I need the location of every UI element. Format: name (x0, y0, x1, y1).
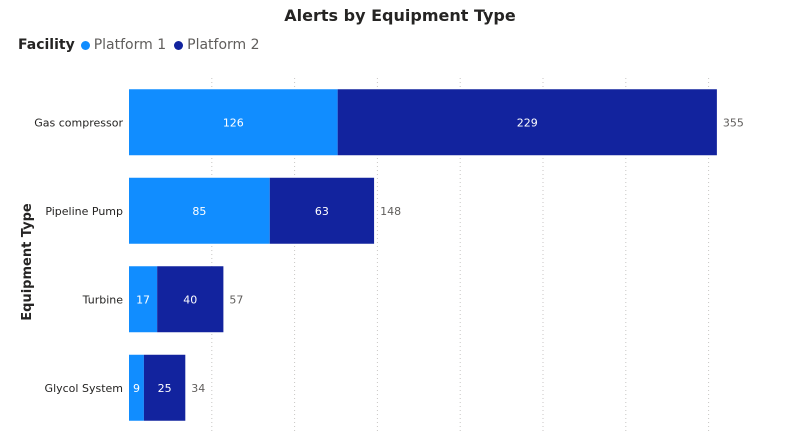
bar-segment (129, 177, 270, 244)
data-label: 40 (183, 293, 197, 306)
data-label: 85 (192, 205, 206, 218)
legend-dot-icon (80, 40, 90, 50)
legend-label-platform-1: Platform 1 (93, 37, 167, 53)
bars (129, 89, 717, 421)
data-label: 17 (136, 293, 150, 306)
chart-title: Alerts by Equipment Type (284, 6, 516, 25)
labels: Gas compressor 126 229 355 Pipeline Pump 85 63… (34, 116, 744, 395)
data-label: 63 (315, 205, 329, 218)
bar-segment (157, 266, 224, 333)
data-label: 229 (517, 116, 538, 129)
total-label: 355 (723, 116, 744, 129)
legend-label-platform-2: Platform 2 (187, 37, 260, 53)
legend: Facility Platform 1 Platform 2 (18, 35, 268, 55)
category-label: Pipeline Pump (45, 205, 123, 218)
total-label: 57 (229, 293, 243, 306)
category-label: Gas compressor (34, 116, 123, 129)
data-label: 25 (158, 382, 172, 395)
bar-segment (129, 354, 144, 421)
category-label: Glycol System (45, 382, 123, 395)
legend-title: Facility (18, 37, 75, 53)
total-label: 34 (191, 382, 205, 395)
data-label: 126 (223, 116, 244, 129)
gridlines (211, 78, 710, 432)
bar-segment (337, 89, 717, 156)
legend-dot-icon (174, 40, 184, 50)
bar-segment (269, 177, 375, 244)
bar-segment (143, 354, 186, 421)
legend-item-platform-1[interactable]: Platform 1 (80, 37, 167, 53)
bar-segment (129, 266, 158, 333)
legend-item-platform-2[interactable]: Platform 2 (174, 37, 260, 53)
category-label: Turbine (82, 293, 124, 306)
data-label: 9 (133, 382, 140, 395)
y-axis-title: Equipment Type (20, 203, 35, 321)
bar-segment (129, 89, 338, 156)
total-label: 148 (380, 205, 401, 218)
